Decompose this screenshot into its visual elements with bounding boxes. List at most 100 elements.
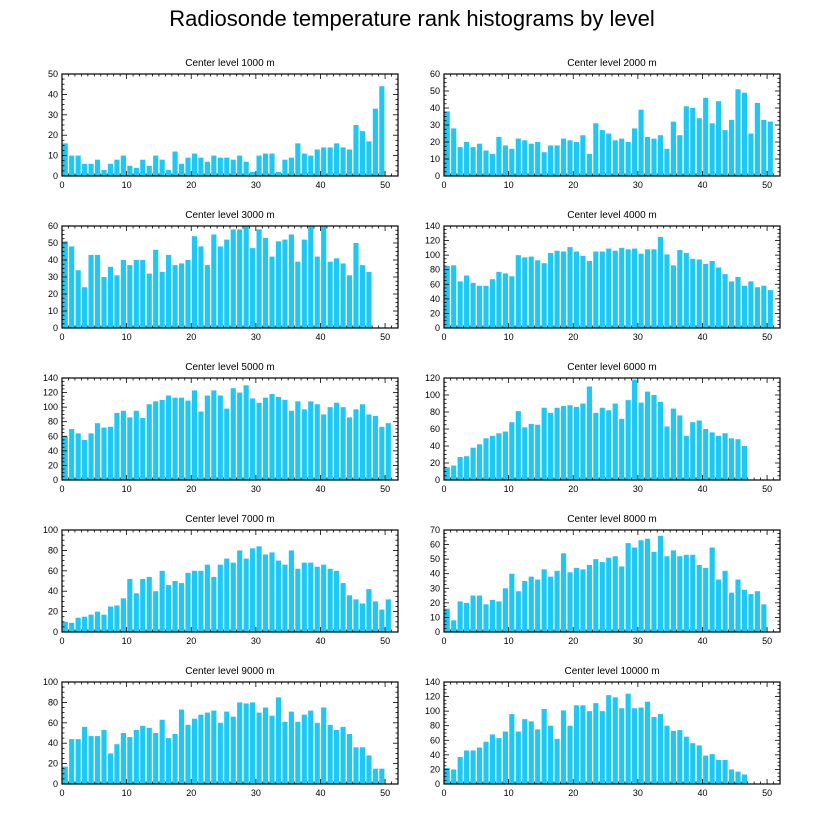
- histogram-bar: [638, 253, 644, 328]
- histogram-bar: [535, 424, 541, 480]
- histogram-bar: [172, 265, 178, 328]
- x-tick-label: 0: [59, 332, 64, 342]
- x-tick-label: 50: [380, 636, 390, 646]
- histogram-bar: [644, 538, 651, 632]
- histogram-bar: [75, 433, 81, 480]
- histogram-bar: [346, 275, 353, 328]
- histogram-bar: [101, 729, 107, 784]
- histogram-bar: [178, 397, 185, 480]
- histogram-bar: [580, 705, 586, 784]
- panel-title: Center level 8000 m: [567, 514, 657, 525]
- histogram-bar: [464, 142, 470, 176]
- histogram-bar: [625, 400, 631, 480]
- histogram-bar: [548, 725, 554, 784]
- histogram-bar: [88, 163, 94, 176]
- histogram-bar: [515, 411, 521, 480]
- histogram-bar: [191, 718, 198, 784]
- histogram-bar: [451, 265, 457, 328]
- y-tick-label: 60: [430, 424, 440, 434]
- histogram-bar: [502, 588, 508, 632]
- histogram-bar: [741, 446, 748, 480]
- histogram-bar: [230, 562, 236, 632]
- x-tick-label: 20: [568, 636, 578, 646]
- histogram-bar: [82, 163, 88, 176]
- y-tick-label: 40: [430, 294, 440, 304]
- histogram-bar: [728, 769, 735, 784]
- histogram-bar: [321, 414, 327, 480]
- histogram-bar: [754, 102, 760, 176]
- histogram-bar: [464, 275, 470, 328]
- x-tick-label: 50: [762, 180, 772, 190]
- histogram-bar: [379, 609, 385, 632]
- x-tick-label: 30: [251, 484, 261, 494]
- histogram-bar: [69, 155, 75, 176]
- histogram-bar: [476, 285, 483, 328]
- y-tick-label: 0: [435, 323, 440, 333]
- histogram-bar: [593, 559, 599, 632]
- histogram-bar: [767, 121, 773, 176]
- histogram-bar: [243, 703, 249, 784]
- y-tick-label: 100: [425, 390, 440, 400]
- x-tick-label: 20: [568, 484, 578, 494]
- histogram-bar: [88, 736, 94, 784]
- histogram-bar: [282, 239, 288, 328]
- histogram-bar: [722, 274, 728, 328]
- histogram-bar: [340, 407, 346, 480]
- y-tick-label: 0: [53, 627, 58, 637]
- y-tick-label: 120: [425, 692, 440, 702]
- histogram-bar: [82, 287, 88, 328]
- histogram-bar: [709, 754, 715, 784]
- histogram-bar: [230, 716, 236, 784]
- histogram-bar: [483, 741, 489, 784]
- histogram-bar: [670, 408, 676, 480]
- histogram-bar: [716, 101, 722, 176]
- histogram-bar: [496, 433, 502, 480]
- histogram-bar: [554, 738, 560, 784]
- histogram-bar: [638, 109, 644, 176]
- histogram-panel: Center level 2000 m 0 10 20 30 40 50 0 10 20 30 40 5…: [430, 58, 781, 190]
- histogram-bar: [88, 614, 94, 632]
- histogram-bar: [185, 724, 191, 784]
- histogram-bar: [573, 251, 580, 328]
- histogram-bar: [314, 566, 320, 632]
- x-tick-label: 10: [122, 180, 132, 190]
- histogram-bar: [728, 438, 735, 480]
- histogram-bar: [340, 583, 346, 632]
- histogram-bar: [464, 750, 470, 784]
- histogram-bar: [632, 547, 638, 632]
- histogram-bar: [262, 237, 269, 328]
- histogram-bar: [327, 568, 333, 632]
- histogram-bar: [476, 595, 483, 632]
- histogram-bar: [528, 721, 534, 784]
- x-tick-label: 40: [315, 484, 325, 494]
- x-tick-label: 30: [251, 636, 261, 646]
- histogram-panel: Center level 10000 m 0 10 20 30 40 50 0 20 40 60 80…: [425, 666, 781, 798]
- histogram-bar: [94, 423, 101, 480]
- histogram-bar: [696, 745, 702, 784]
- y-tick-label: 40: [48, 446, 58, 456]
- histogram-bar: [153, 155, 159, 176]
- histogram-bar: [282, 564, 288, 632]
- x-tick-label: 40: [697, 332, 707, 342]
- histogram-bar: [741, 589, 748, 632]
- histogram-bar: [703, 263, 709, 328]
- histogram-bar: [75, 270, 81, 328]
- histogram-bar: [114, 159, 120, 176]
- histogram-bar: [256, 155, 262, 176]
- histogram-bar: [101, 427, 107, 480]
- y-tick-label: 0: [53, 475, 58, 485]
- histogram-bar: [346, 595, 353, 632]
- histogram-bar: [340, 147, 346, 176]
- x-tick-label: 50: [380, 180, 390, 190]
- histogram-bar: [140, 260, 146, 328]
- histogram-bar: [262, 554, 269, 632]
- histogram-bar: [185, 572, 191, 632]
- histogram-bar: [703, 755, 709, 784]
- histogram-bar: [515, 731, 521, 784]
- histogram-bar: [101, 169, 107, 176]
- histogram-bar: [114, 605, 120, 632]
- y-tick-label: 20: [430, 598, 440, 608]
- histogram-bar: [619, 418, 625, 480]
- histogram-bar: [754, 591, 760, 632]
- y-tick-label: 60: [430, 279, 440, 289]
